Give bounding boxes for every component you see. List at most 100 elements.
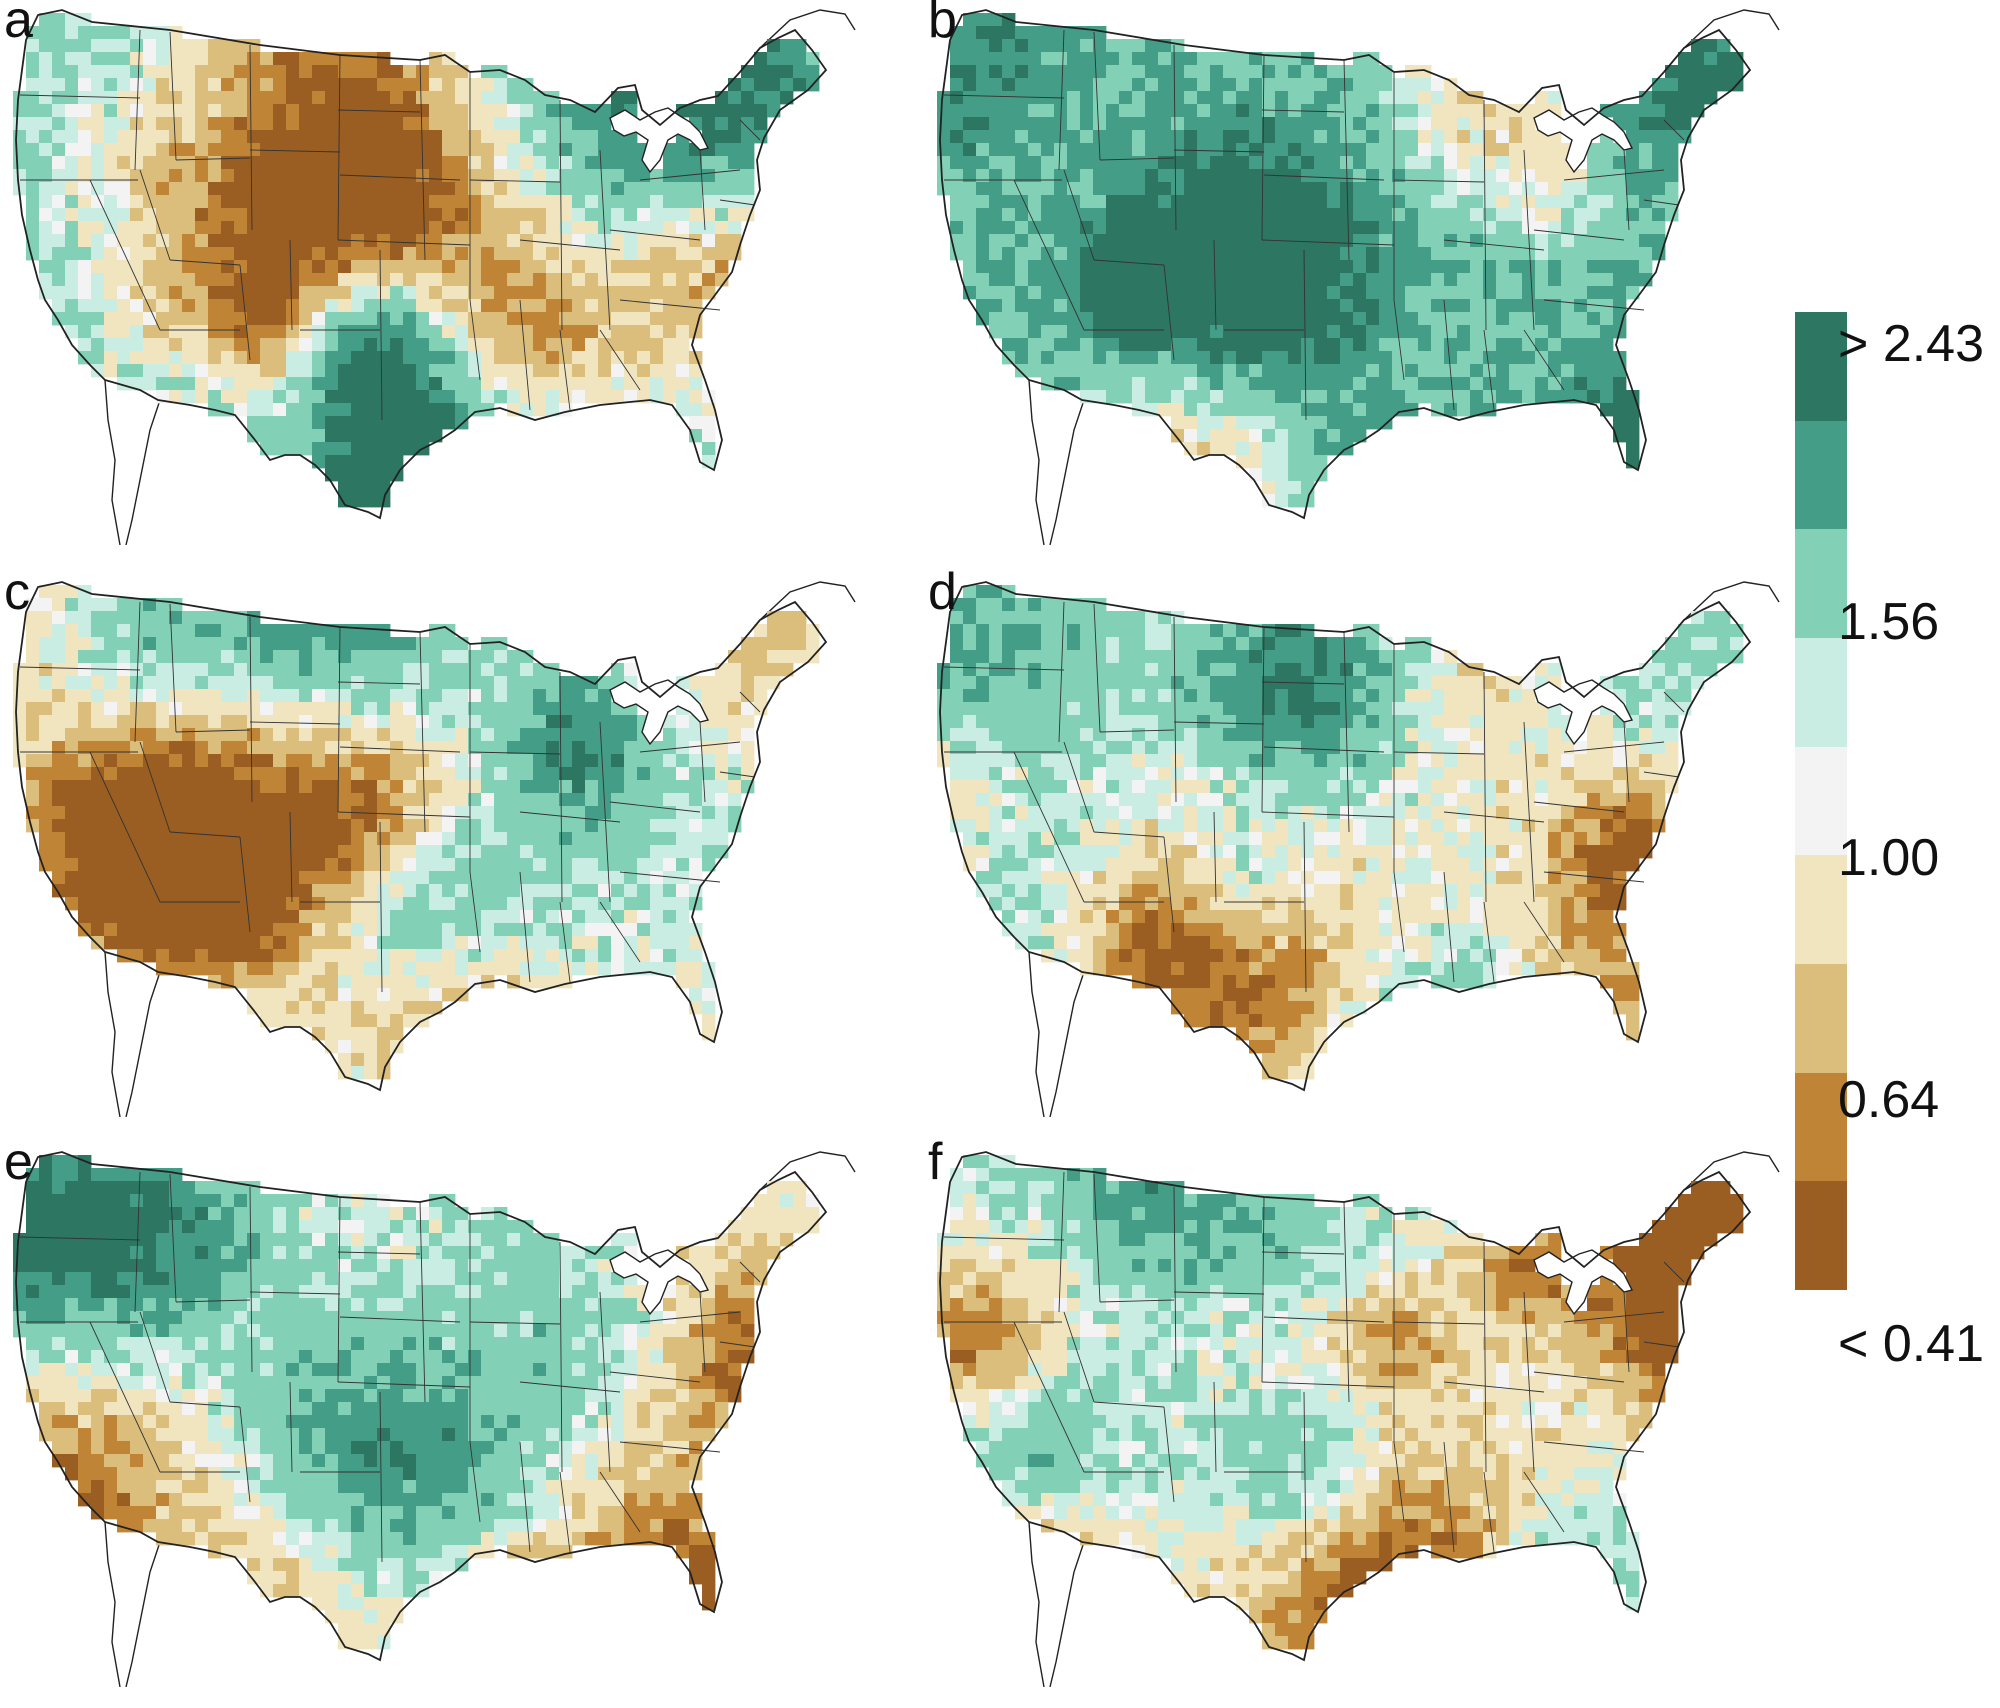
colorbar-label-1-00: 1.00	[1838, 829, 1940, 887]
state-border	[1261, 1381, 1395, 1388]
coastline	[1049, 971, 1085, 1117]
colorbar-swatch	[1795, 312, 1847, 422]
state-border	[469, 1441, 481, 1523]
state-border	[1013, 751, 1085, 903]
state-border	[337, 239, 471, 246]
coastline	[104, 951, 121, 1117]
state-border	[1393, 179, 1485, 183]
state-border	[943, 1236, 1065, 1241]
state-border	[337, 109, 421, 113]
grid-cells	[937, 13, 1744, 508]
state-border	[175, 1299, 251, 1303]
state-border	[1263, 174, 1385, 181]
state-border	[1643, 771, 1680, 778]
state-border	[943, 666, 1065, 671]
great-lakes	[1533, 107, 1634, 174]
choropleth-map	[13, 581, 856, 1117]
state-border	[1261, 681, 1345, 685]
country-outline	[939, 581, 1752, 1092]
state-border	[1543, 1441, 1645, 1453]
state-border	[379, 1391, 383, 1563]
state-border	[1303, 1391, 1307, 1563]
state-border	[289, 1381, 293, 1473]
state-border	[1563, 169, 1665, 181]
state-border	[1393, 1321, 1485, 1325]
state-border	[739, 1261, 761, 1283]
state-border	[519, 871, 531, 983]
state-border	[1063, 169, 1095, 261]
state-border	[1013, 179, 1085, 331]
state-border	[1443, 299, 1455, 411]
state-border	[1643, 199, 1680, 206]
state-border	[619, 1441, 721, 1453]
state-border	[1093, 1401, 1165, 1408]
state-border	[1343, 1201, 1350, 1403]
state-border	[559, 99, 563, 331]
state-border	[1623, 149, 1630, 231]
colorbar	[1795, 312, 1847, 1291]
country-outline	[939, 9, 1752, 520]
coastline	[1049, 1541, 1085, 1687]
state-border	[1343, 631, 1350, 833]
colorbar-swatch	[1795, 529, 1847, 639]
state-border	[169, 1173, 177, 1303]
state-border	[239, 1406, 251, 1503]
state-border	[1163, 1406, 1175, 1503]
coastline	[1683, 1151, 1780, 1191]
state-border	[1523, 329, 1565, 391]
state-border	[1393, 751, 1485, 755]
coastline	[759, 581, 856, 621]
state-border	[1093, 603, 1101, 733]
state-border	[1533, 1371, 1625, 1383]
state-border	[1543, 299, 1645, 311]
choropleth-map	[937, 9, 1780, 545]
state-border	[639, 169, 741, 181]
state-border	[619, 871, 721, 883]
state-border	[1163, 264, 1175, 361]
state-border	[89, 179, 161, 331]
state-border	[139, 1311, 171, 1403]
state-border	[89, 1321, 161, 1473]
state-border	[289, 239, 293, 331]
choropleth-map	[937, 581, 1780, 1117]
state-border	[519, 239, 621, 251]
state-border	[1523, 721, 1535, 903]
state-border	[1063, 741, 1095, 833]
state-border	[1663, 691, 1685, 713]
state-border	[19, 1236, 141, 1241]
state-border	[719, 199, 756, 206]
state-border	[337, 1251, 421, 1255]
colorbar-label-max: > 2.43	[1838, 315, 1985, 373]
coastline	[1028, 1521, 1045, 1687]
panel-label: e	[4, 1133, 33, 1191]
state-border	[599, 901, 641, 963]
state-border	[1623, 1291, 1630, 1373]
state-border	[1163, 836, 1175, 933]
state-border	[249, 1186, 253, 1373]
state-border	[337, 681, 421, 685]
choropleth-map	[937, 1151, 1780, 1687]
state-border	[1443, 239, 1545, 251]
choropleth-map	[13, 1151, 856, 1687]
coastline	[1028, 379, 1045, 545]
country-outline	[939, 1151, 1752, 1662]
state-border	[379, 249, 383, 421]
colorbar-swatch	[1795, 1072, 1847, 1182]
state-border	[289, 811, 293, 903]
state-border	[559, 671, 563, 903]
state-border	[1261, 54, 1265, 241]
state-border	[699, 1291, 706, 1373]
state-border	[337, 1196, 341, 1383]
colorbar-label-0-64: 0.64	[1838, 1071, 1940, 1129]
choropleth-map	[13, 9, 856, 545]
state-border	[1393, 1441, 1405, 1523]
state-border	[175, 729, 251, 733]
state-border	[139, 741, 171, 833]
state-border	[1093, 31, 1101, 161]
state-border	[1263, 1316, 1385, 1323]
state-border	[1213, 239, 1217, 331]
state-border	[1263, 746, 1385, 753]
panel-label: d	[928, 563, 957, 621]
state-border	[339, 174, 461, 181]
state-border	[469, 1321, 561, 1325]
